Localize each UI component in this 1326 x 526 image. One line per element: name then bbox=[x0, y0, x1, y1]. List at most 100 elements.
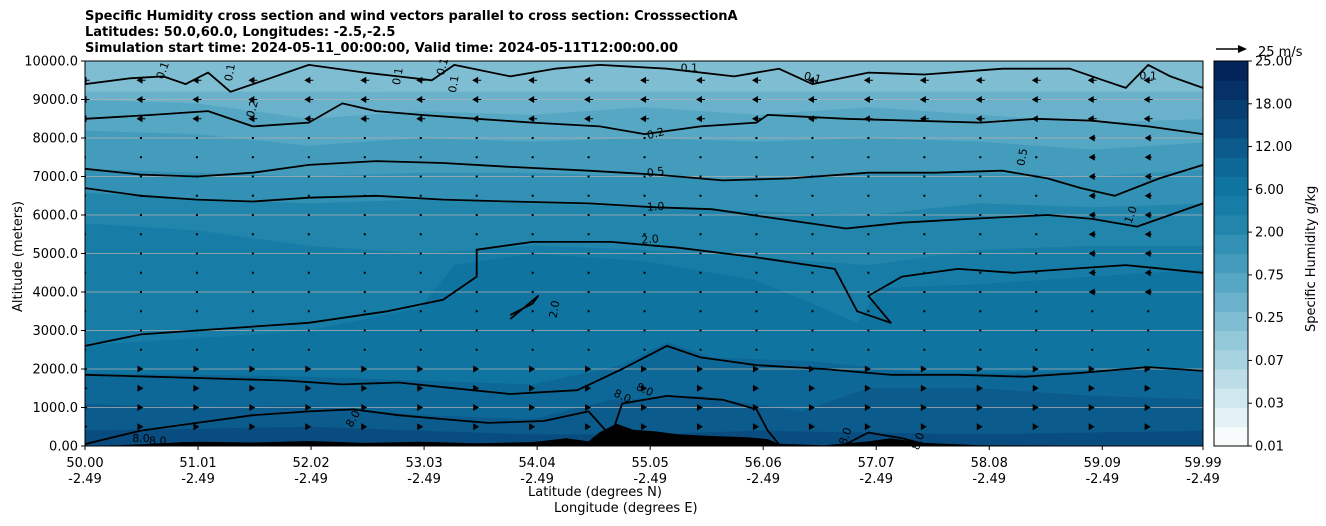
wind-vector bbox=[1147, 329, 1150, 332]
wind-vector bbox=[307, 214, 310, 216]
colorbar-segment-1 bbox=[1214, 426, 1248, 447]
wind-vector bbox=[1035, 329, 1038, 332]
wind-vector bbox=[139, 233, 142, 236]
x-tick-label-lon-7: -2.49 bbox=[859, 472, 893, 487]
wind-vector bbox=[641, 365, 648, 373]
wind-vector bbox=[1143, 96, 1153, 103]
contour-label-7: 0.1 bbox=[681, 62, 699, 75]
plot-area: 0.10.10.20.10.10.10.10.10.10.20.50.51.01… bbox=[85, 57, 1203, 452]
wind-vector bbox=[808, 365, 815, 373]
wind-vector bbox=[531, 175, 534, 178]
wind-vector bbox=[1088, 404, 1095, 411]
wind-vector bbox=[811, 214, 814, 216]
wind-vector bbox=[1144, 269, 1152, 277]
colorbar-segment-16 bbox=[1214, 138, 1248, 158]
colorbar-tick-label-2: 0.07 bbox=[1255, 354, 1284, 369]
wind-vector bbox=[699, 233, 702, 236]
colorbar-label: Specific Humidity g/kg bbox=[1304, 185, 1319, 332]
y-tick-label-5: 5000.0 bbox=[33, 247, 79, 262]
wind-vector bbox=[979, 271, 982, 274]
colorbar-tick-label-0: 0.01 bbox=[1255, 440, 1284, 455]
wind-vector bbox=[419, 156, 422, 159]
wind-vector bbox=[417, 423, 424, 431]
wind-vector bbox=[867, 233, 870, 236]
wind-vector bbox=[699, 271, 702, 274]
wind-vector bbox=[867, 271, 870, 274]
y-tick-label-1: 1000.0 bbox=[33, 401, 79, 416]
x-tick-label-lat-3: 53.03 bbox=[405, 456, 442, 471]
y-tick-label-9: 9000.0 bbox=[33, 93, 79, 108]
wind-vector bbox=[1035, 271, 1038, 274]
wind-vector bbox=[473, 423, 480, 431]
wind-vector bbox=[585, 423, 592, 431]
wind-vector bbox=[979, 175, 982, 178]
colorbar-segment-20 bbox=[1214, 61, 1248, 81]
wind-vector bbox=[1032, 384, 1039, 392]
wind-vector bbox=[195, 252, 198, 255]
x-tick-label-lon-4: -2.49 bbox=[520, 472, 554, 487]
wind-vector bbox=[192, 76, 202, 84]
wind-vector bbox=[419, 214, 422, 216]
contour-line-6 bbox=[509, 295, 540, 320]
wind-vector bbox=[697, 365, 704, 373]
wind-vector bbox=[808, 384, 815, 392]
wind-vector bbox=[473, 404, 480, 411]
wind-vector bbox=[1144, 134, 1152, 142]
wind-vector bbox=[251, 310, 254, 313]
x-tick-label-lon-2: -2.49 bbox=[294, 472, 328, 487]
wind-vector bbox=[585, 384, 592, 392]
wind-vector bbox=[136, 76, 146, 84]
x-tick-label-lat-8: 58.08 bbox=[971, 456, 1008, 471]
x-tick-label-lon-6: -2.49 bbox=[746, 472, 780, 487]
wind-vector bbox=[307, 156, 310, 159]
contour-label-10: 0.2 bbox=[645, 125, 665, 142]
wind-vector bbox=[475, 271, 478, 274]
wind-vector bbox=[475, 310, 478, 313]
colorbar-segment-9 bbox=[1214, 272, 1248, 293]
wind-vector bbox=[139, 291, 142, 293]
wind-vector bbox=[360, 96, 370, 103]
wind-vector bbox=[755, 194, 758, 197]
wind-vector bbox=[697, 404, 704, 411]
wind-vector bbox=[1035, 252, 1038, 255]
wind-vector bbox=[696, 76, 706, 84]
wind-vector bbox=[361, 423, 368, 431]
wind-vector bbox=[475, 291, 478, 293]
contour-label-14: 1.0 bbox=[1122, 204, 1140, 225]
colorbar-segment-13 bbox=[1214, 195, 1248, 216]
wind-vector bbox=[919, 76, 929, 84]
wind-vector bbox=[531, 214, 534, 216]
quiver-key-label: 25 m/s bbox=[1258, 45, 1303, 60]
wind-vector bbox=[419, 329, 422, 332]
contour-label-6: 0.1 bbox=[446, 74, 462, 93]
wind-vector bbox=[363, 175, 366, 178]
colorbar-segment-2 bbox=[1214, 407, 1248, 428]
wind-vector bbox=[475, 252, 478, 255]
wind-vector bbox=[751, 76, 761, 84]
wind-vector bbox=[587, 233, 590, 236]
wind-vector bbox=[193, 384, 200, 392]
x-tick-label-lat-1: 51.01 bbox=[179, 456, 216, 471]
colorbar-tick-label-9: 25.00 bbox=[1255, 55, 1292, 70]
wind-vector bbox=[304, 96, 314, 103]
y-tick-label-7: 7000.0 bbox=[33, 170, 79, 185]
wind-vector bbox=[976, 423, 983, 431]
wind-vector bbox=[475, 329, 478, 332]
wind-vector bbox=[640, 115, 650, 123]
wind-vector bbox=[1144, 423, 1151, 431]
wind-vector bbox=[1088, 365, 1095, 373]
wind-vector bbox=[1031, 115, 1041, 123]
wind-vector bbox=[587, 156, 590, 159]
wind-vector bbox=[923, 156, 926, 159]
wind-vector bbox=[697, 384, 704, 392]
wind-vector bbox=[587, 271, 590, 274]
wind-vector bbox=[923, 137, 926, 139]
wind-vector bbox=[363, 214, 366, 216]
wind-vector bbox=[305, 365, 312, 373]
contour-label-20: 8.0 bbox=[132, 432, 150, 445]
wind-vector bbox=[195, 271, 198, 274]
wind-vector bbox=[979, 329, 982, 332]
wind-vector bbox=[419, 291, 422, 293]
wind-vector bbox=[919, 96, 929, 103]
wind-vector bbox=[195, 175, 198, 178]
